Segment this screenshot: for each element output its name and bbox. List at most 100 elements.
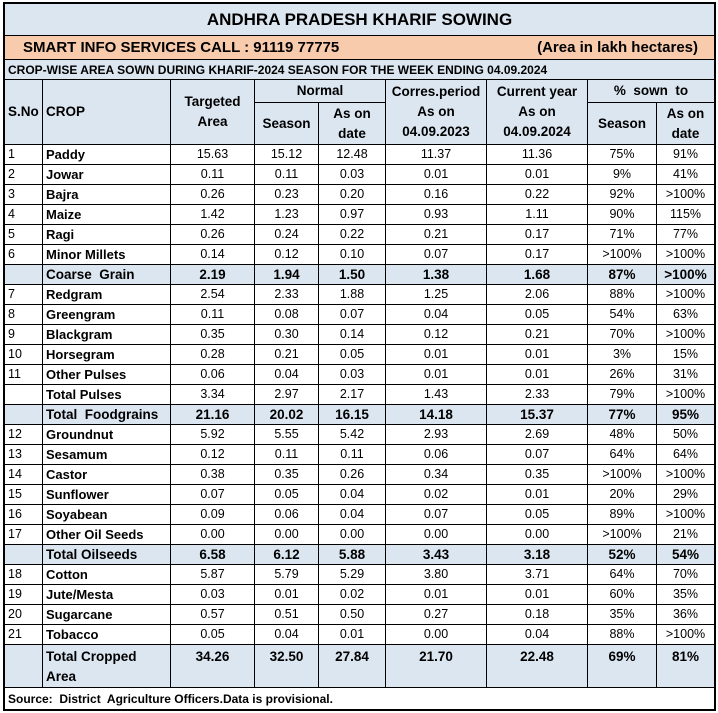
current-year-value: 0.18 (487, 605, 587, 624)
total-normal-as-on-date-value: 27.84 (319, 645, 385, 687)
header-normal-as-on-date: As on date (319, 103, 385, 144)
corres-period-value: 0.93 (386, 205, 486, 224)
crop-name: Cotton (43, 565, 170, 584)
header-crop-label: CROP (46, 104, 86, 119)
current-year-value: 0.00 (487, 525, 587, 544)
targeted-area-value: 15.63 (171, 145, 254, 164)
percent-season-value: 89% (588, 505, 656, 524)
percent-season-value: 35% (588, 605, 656, 624)
targeted-area-value: 0.26 (171, 225, 254, 244)
serial-number (5, 545, 42, 564)
serial-number: 8 (5, 305, 42, 324)
corres-period-value: 0.01 (386, 345, 486, 364)
percent-season-value: 64% (588, 445, 656, 464)
corres-period-value: 0.16 (386, 185, 486, 204)
targeted-area-value: 0.12 (171, 445, 254, 464)
crop-name: Total Oilseeds (43, 545, 170, 564)
current-year-value: 0.22 (487, 185, 587, 204)
corres-period-value: 0.01 (386, 585, 486, 604)
percent-as-on-date-value: 21% (657, 525, 714, 544)
normal-as-on-date-value: 0.05 (319, 345, 385, 364)
serial-number: 10 (5, 345, 42, 364)
normal-season-value: 0.01 (255, 585, 318, 604)
percent-as-on-date-value: 41% (657, 165, 714, 184)
header-line: Targeted (184, 94, 241, 109)
normal-as-on-date-value: 0.03 (319, 365, 385, 384)
targeted-area-value: 0.09 (171, 505, 254, 524)
percent-season-value: 48% (588, 425, 656, 444)
percent-season-value: 75% (588, 145, 656, 164)
normal-season-value: 0.35 (255, 465, 318, 484)
corres-period-value: 0.27 (386, 605, 486, 624)
total-cropped-serial-cell (5, 645, 42, 687)
normal-as-on-date-value: 0.26 (319, 465, 385, 484)
normal-season-value: 0.11 (255, 165, 318, 184)
total-percent-as-on-date-value: 81% (657, 645, 714, 687)
corres-period-value: 2.93 (386, 425, 486, 444)
percent-season-value: 90% (588, 205, 656, 224)
percent-season-value: >100% (588, 525, 656, 544)
normal-as-on-date-value: 0.01 (319, 625, 385, 644)
current-year-value: 0.01 (487, 365, 587, 384)
crop-name: Sunflower (43, 485, 170, 504)
crop-name: Jowar (43, 165, 170, 184)
crop-name: Tobacco (43, 625, 170, 644)
serial-number: 4 (5, 205, 42, 224)
crop-name: Greengram (43, 305, 170, 324)
percent-as-on-date-value: 35% (657, 585, 714, 604)
header-line: 04.09.2024 (503, 124, 571, 139)
serial-number: 12 (5, 425, 42, 444)
header-normal: Normal (255, 80, 385, 102)
current-year-value: 1.68 (487, 265, 587, 284)
percent-as-on-date-value: >100% (657, 505, 714, 524)
normal-season-value: 0.06 (255, 505, 318, 524)
normal-as-on-date-value: 1.88 (319, 285, 385, 304)
serial-number: 14 (5, 465, 42, 484)
header-line: Area (197, 114, 228, 129)
current-year-value: 15.37 (487, 405, 587, 424)
normal-as-on-date-value: 1.50 (319, 265, 385, 284)
corres-period-value: 0.01 (386, 365, 486, 384)
percent-as-on-date-value: >100% (657, 325, 714, 344)
current-year-value: 2.33 (487, 385, 587, 404)
normal-season-value: 6.12 (255, 545, 318, 564)
corres-period-value: 0.01 (386, 165, 486, 184)
serial-number (5, 405, 42, 424)
targeted-area-value: 0.06 (171, 365, 254, 384)
percent-as-on-date-value: 115% (657, 205, 714, 224)
current-year-value: 3.18 (487, 545, 587, 564)
current-year-value: 0.01 (487, 485, 587, 504)
targeted-area-value: 0.28 (171, 345, 254, 364)
corres-period-value: 1.43 (386, 385, 486, 404)
serial-number: 3 (5, 185, 42, 204)
normal-season-value: 20.02 (255, 405, 318, 424)
percent-as-on-date-value: >100% (657, 265, 714, 284)
normal-as-on-date-value: 0.50 (319, 605, 385, 624)
normal-as-on-date-value: 12.48 (319, 145, 385, 164)
header-line: date (671, 125, 700, 141)
crop-name: Coarse Grain (43, 265, 170, 284)
percent-season-value: 26% (588, 365, 656, 384)
percent-as-on-date-value: 95% (657, 405, 714, 424)
percent-as-on-date-value: >100% (657, 625, 714, 644)
current-year-value: 11.36 (487, 145, 587, 164)
percent-as-on-date-value: >100% (657, 245, 714, 264)
percent-season-value: >100% (588, 245, 656, 264)
crop-name: Castor (43, 465, 170, 484)
percent-season-value: 77% (588, 405, 656, 424)
targeted-area-value: 0.57 (171, 605, 254, 624)
corres-period-value: 0.21 (386, 225, 486, 244)
normal-as-on-date-value: 0.11 (319, 445, 385, 464)
percent-as-on-date-value: 91% (657, 145, 714, 164)
normal-season-value: 0.04 (255, 365, 318, 384)
normal-season-value: 0.05 (255, 485, 318, 504)
current-year-value: 3.71 (487, 565, 587, 584)
serial-number: 7 (5, 285, 42, 304)
crop-name: Redgram (43, 285, 170, 304)
crop-name: Maize (43, 205, 170, 224)
percent-as-on-date-value: 15% (657, 345, 714, 364)
current-year-value: 0.01 (487, 165, 587, 184)
header-line: Season (597, 115, 647, 131)
table-subtitle: CROP-WISE AREA SOWN DURING KHARIF-2024 S… (5, 60, 714, 79)
normal-as-on-date-value: 2.17 (319, 385, 385, 404)
